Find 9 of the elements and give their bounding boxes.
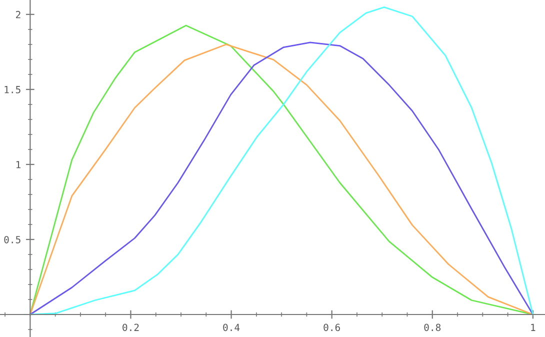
- x-tick-label: 0.4: [223, 324, 240, 332]
- y-tick-label: 0.5: [4, 236, 20, 244]
- x-tick-label: 0.2: [122, 324, 139, 332]
- x-tick-label: 1: [531, 324, 536, 331]
- y-tick-label: 1: [16, 161, 20, 168]
- x-tick-label: 0.6: [324, 324, 340, 332]
- y-tick-label: 1.5: [4, 86, 20, 94]
- x-tick-label: 0.8: [424, 324, 441, 332]
- y-tick-label: 2: [16, 10, 20, 18]
